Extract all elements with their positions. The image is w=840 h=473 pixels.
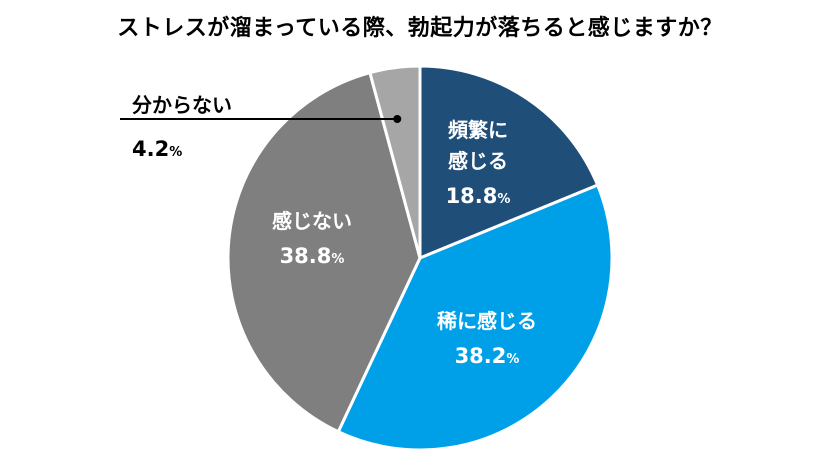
chart-title: ストレスが溜まっている際、勃起力が落ちると感じますか？ bbox=[117, 16, 723, 41]
slice-value-3: 4.2 bbox=[132, 137, 169, 161]
pie-labels: 頻繁に感じる 18.8% 稀に感じる 38.2% 感じない 38.8% 分からない 4.2% bbox=[120, 93, 537, 368]
slice-value-2: 38.8 bbox=[280, 244, 332, 268]
slice-label-1: 稀に感じる 38.2% bbox=[437, 309, 537, 368]
pie-slice-1 bbox=[336, 183, 614, 452]
slice-label-0: 頻繁に感じる 18.8% bbox=[446, 118, 511, 208]
pie-slice-0 bbox=[418, 64, 600, 261]
slice-label-2: 感じない 38.8% bbox=[272, 209, 352, 268]
leader-dot bbox=[393, 115, 402, 123]
slice-value-0: 18.8 bbox=[446, 184, 498, 208]
pie-slice-3 bbox=[368, 64, 422, 259]
pie-slice-2 bbox=[226, 70, 422, 434]
slice-value-1: 38.2 bbox=[455, 344, 507, 368]
pie-slices bbox=[226, 64, 614, 452]
slice-label-3: 分からない 4.2% bbox=[132, 93, 232, 161]
